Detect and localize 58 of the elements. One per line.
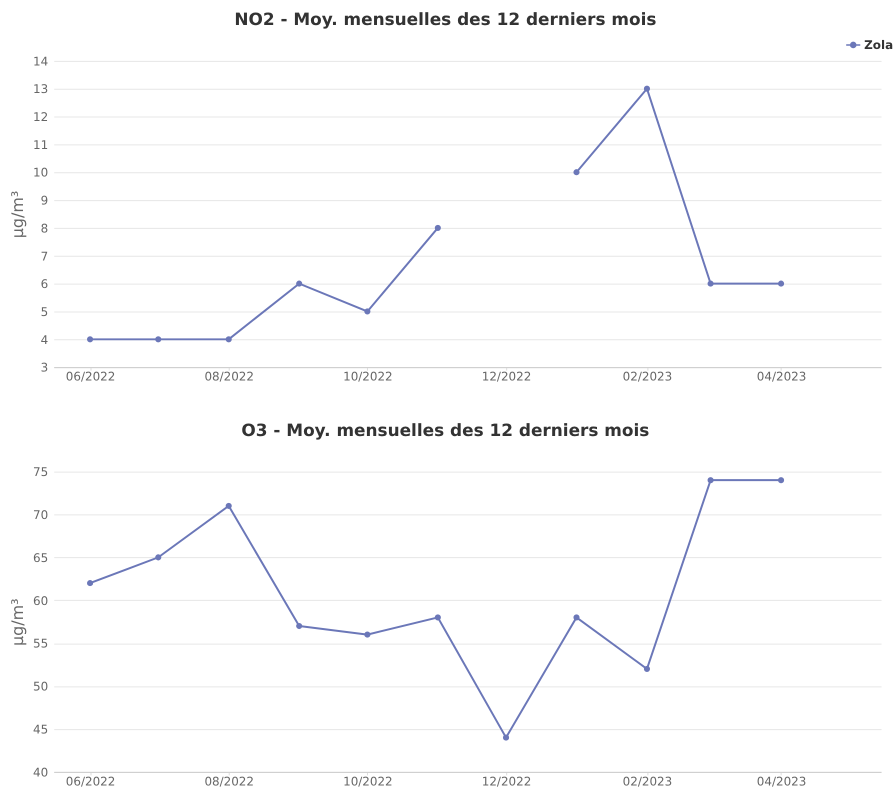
y-tick-label: 3	[40, 360, 48, 375]
y-tick-label: 50	[33, 680, 48, 694]
y-tick-label: 9	[40, 194, 48, 208]
x-tick-label: 08/2022	[204, 774, 254, 788]
point	[155, 554, 162, 560]
point	[226, 336, 232, 342]
y-tick-label: 75	[33, 465, 48, 480]
y-tick-label: 5	[40, 304, 48, 319]
x-tick-label: 08/2022	[204, 370, 254, 384]
point	[708, 477, 714, 484]
y-tick-label: 40	[33, 765, 48, 780]
point	[502, 734, 510, 741]
y-tick-label: 45	[33, 722, 48, 736]
chart-title: NO2 - Moy. mensuelles des 12 derniers mois	[234, 9, 656, 30]
x-tick-label: 06/2022	[66, 370, 116, 384]
point	[708, 280, 714, 287]
y-tick-label: 11	[33, 138, 48, 152]
legend-label: Zola	[864, 38, 894, 52]
point	[364, 632, 370, 638]
point	[434, 614, 441, 620]
point	[296, 280, 302, 287]
point	[296, 622, 302, 630]
point	[778, 477, 784, 484]
x-tick-label: 04/2023	[756, 370, 806, 384]
point	[573, 614, 580, 620]
x-tick-label: 12/2022	[482, 774, 532, 788]
y-tick-label: 8	[40, 221, 48, 236]
point	[364, 308, 370, 315]
point	[155, 336, 162, 342]
y-tick-label: 70	[33, 508, 48, 522]
x-tick-label: 10/2022	[343, 370, 393, 384]
x-tick-label: 02/2023	[622, 370, 672, 384]
chart-title: O3 - Moy. mensuelles des 12 derniers mois	[241, 420, 650, 440]
y-axis-title: µg/m³	[8, 190, 28, 238]
point	[87, 580, 94, 586]
x-tick-label: 10/2022	[343, 774, 393, 788]
x-tick-label: 02/2023	[622, 774, 672, 788]
x-tick-label: 06/2022	[66, 774, 116, 788]
point	[226, 502, 232, 509]
y-tick-label: 13	[33, 82, 48, 96]
point	[87, 336, 94, 342]
y-tick-label: 6	[40, 277, 48, 292]
y-axis-title: µg/m³	[8, 598, 28, 646]
point	[644, 666, 650, 672]
x-tick-label: 12/2022	[482, 370, 532, 384]
point	[434, 224, 441, 231]
y-tick-label: 4	[40, 332, 48, 347]
y-tick-label: 10	[33, 166, 48, 180]
y-tick-label: 7	[40, 249, 48, 264]
y-tick-label: 14	[33, 54, 48, 68]
y-tick-label: 12	[33, 110, 48, 124]
point	[573, 169, 580, 176]
x-tick-label: 04/2023	[756, 774, 806, 788]
point	[778, 280, 784, 287]
point	[644, 86, 650, 92]
y-tick-label: 65	[33, 550, 48, 565]
y-tick-label: 55	[33, 636, 48, 651]
y-tick-label: 60	[33, 594, 48, 608]
